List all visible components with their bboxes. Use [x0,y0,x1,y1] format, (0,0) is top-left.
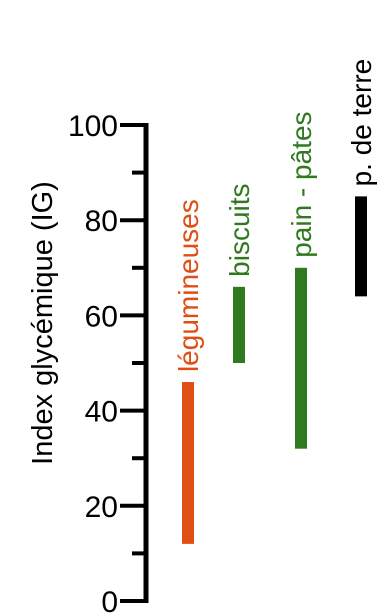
y-tick-label: 40 [85,396,118,429]
y-ticks: 0 20 40 60 80 100 [68,110,146,615]
y-tick-label: 80 [85,205,118,238]
y-tick-label: 100 [68,110,118,143]
category-label-3: pain - pâtes [286,111,317,257]
y-axis-label: Index glycémique (IG) [27,181,59,465]
category-labels: légumineuses biscuits pain - pâtes p. de te… [173,59,377,372]
y-tick-label: 60 [85,300,118,333]
y-tick-label: 0 [101,586,118,615]
range-bar-1 [182,382,194,544]
range-bar-3 [295,267,307,449]
range-bar-4 [355,196,367,297]
y-tick-label: 20 [85,491,118,524]
range-bars [182,196,367,544]
category-label-4: p. de terre [346,59,377,187]
category-label-1: légumineuses [173,199,204,372]
range-bar-2 [233,286,245,363]
category-label-2: biscuits [224,183,255,276]
